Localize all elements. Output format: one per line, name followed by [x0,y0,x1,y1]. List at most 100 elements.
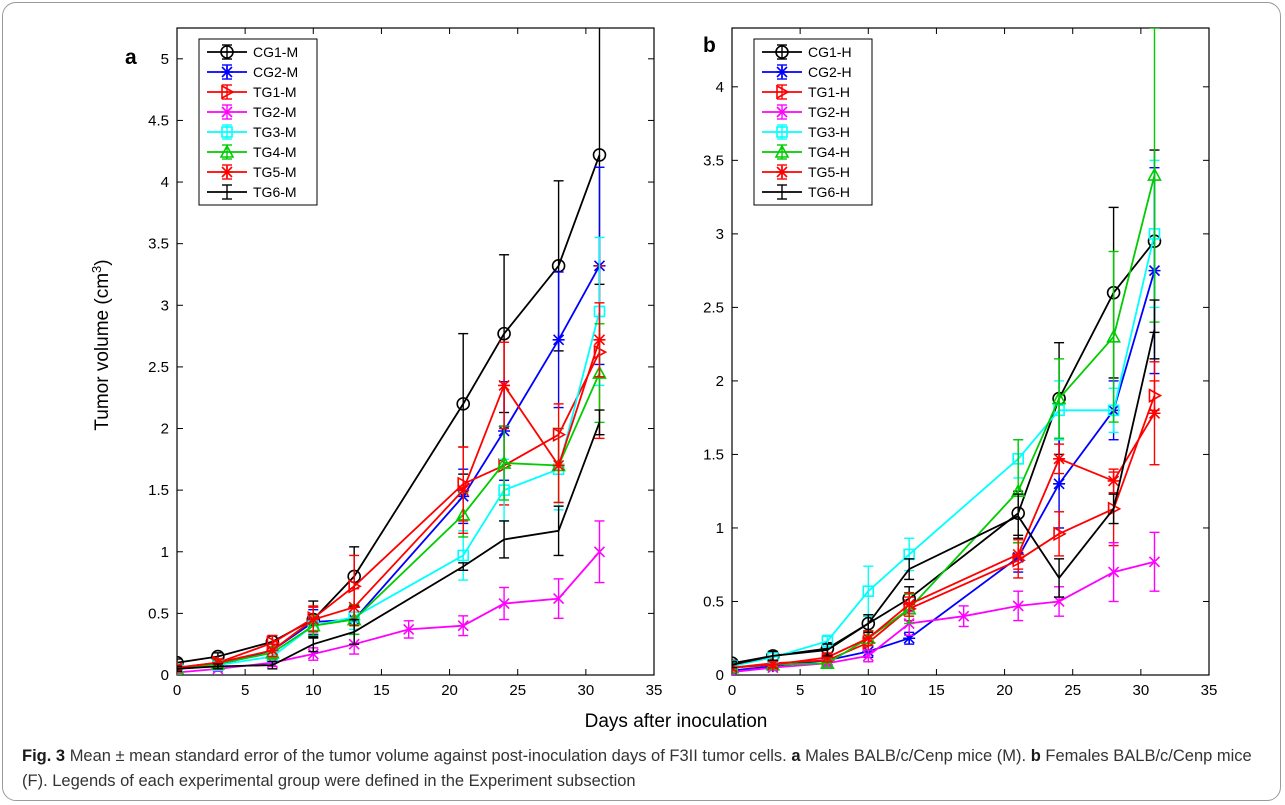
y-tick-label: 1 [161,544,169,561]
y-tick-label: 3.5 [703,152,724,169]
legend-marker [776,166,788,178]
legend-entry: TG3-H [762,124,850,140]
series-line [732,560,1155,673]
legend-marker [774,144,790,158]
series-TG5-H [732,361,1161,674]
legend-label: CG2-M [253,64,298,80]
data-point [553,593,565,605]
legend-marker [776,84,790,100]
x-tick-label: 35 [646,682,663,699]
data-point [1147,167,1162,181]
legend-label: TG3-M [253,124,297,140]
data-point [266,644,279,657]
legend-entry: CG1-M [207,44,298,60]
legend-entry: TG6-M [207,184,297,200]
legend-entry: TG1-H [762,84,850,100]
data-point [862,585,875,597]
series-TG6-M [177,409,605,673]
legend-marker [221,166,233,178]
x-tick-label: 25 [509,682,526,699]
data-point [1012,600,1024,612]
legend-label: TG2-H [808,104,850,120]
data-point [497,326,511,341]
legend-entry: TG1-M [207,84,297,100]
data-point [766,658,779,671]
y-tick-label: 0.5 [703,593,724,610]
y-tick-label: 3.5 [148,236,169,253]
panel-a-chart: 0 5 10 15 20 25 30 35 0 0.5 1 1.5 2 2.5 3 3.5 4 4.5 5 CG1-M… [125,27,663,699]
data-point [211,656,224,669]
x-tick-label: 10 [305,682,322,699]
y-tick-label: 1.5 [703,446,724,463]
data-point [496,455,512,469]
x-tick-label: 20 [441,682,458,699]
legend-marker [221,106,233,118]
legend-label: TG3-H [808,124,850,140]
data-point [592,365,607,379]
data-point [1108,566,1120,578]
legend-entry: CG2-H [762,64,852,80]
y-tick-label: 0.5 [148,605,169,622]
x-tick-label: 15 [373,682,390,699]
x-tick-label: 35 [1201,682,1218,699]
data-point [862,632,875,645]
caption-fig-label: Fig. 3 [22,747,66,765]
y-tick-label: 4 [716,79,724,96]
data-point [821,651,834,664]
data-point [1053,595,1065,608]
data-point [457,484,470,497]
legend-label: CG1-M [253,44,298,60]
legend-marker [221,126,233,138]
data-point [903,632,916,645]
legend-label: TG1-M [253,84,297,100]
data-point [1053,477,1066,490]
legend-label: TG6-H [808,184,850,200]
panel-b-chart: 0 5 10 15 20 25 30 35 0 0.5 1 1.5 2 2.5 3 3.5 4 CG1-H CG2-… [703,27,1218,699]
legend-entry: TG5-M [207,164,297,180]
legend-label: CG1-H [808,44,852,60]
series-TG6-H [732,299,1160,669]
data-point [1051,390,1067,405]
figure-caption: Fig. 3 Mean ± mean standard error of the… [22,744,1262,794]
legend-marker [776,66,788,78]
legend-label: TG6-M [253,184,297,200]
x-tick-label: 0 [728,682,736,699]
legend-marker [219,144,235,158]
data-point [348,601,361,614]
legend: CG1-M CG2-M TG1-M TG2-M TG3-M TG4-M TG5-M TG6-M [198,38,318,206]
data-point [593,546,606,558]
data-point [592,148,607,162]
series-layer [732,28,1163,675]
x-tick-label: 5 [796,682,804,699]
x-tick-label: 20 [996,682,1013,699]
legend: CG1-H CG2-H TG1-H TG2-H TG3-H TG4-H TG5-H TG6-H [753,38,873,206]
legend-marker [220,45,234,59]
data-point [593,333,606,346]
legend-marker [221,84,235,100]
data-point [1148,407,1161,420]
legend-entry: TG4-H [762,144,850,160]
data-point [498,379,511,392]
x-tick-label: 5 [241,682,249,699]
legend-entry: CG2-M [207,64,298,80]
x-tick-label: 0 [173,682,181,699]
caption-panel-b-letter: b [1030,747,1041,765]
caption-text-1: Mean ± mean standard error of the tumor … [69,747,787,765]
legend-label: TG5-M [253,164,297,180]
data-point [1107,474,1120,487]
caption-panel-a-letter: a [791,747,801,765]
data-point [552,333,565,346]
y-axis-label: Tumor volume (cm3) [89,259,113,430]
data-point [862,650,874,662]
data-point [498,597,510,610]
legend-entry: TG6-H [762,184,850,200]
y-tick-label: 5 [161,51,169,68]
panel-letter: b [703,34,716,57]
x-tick-label: 25 [1064,682,1081,699]
x-tick-label: 10 [860,682,877,699]
data-point [820,655,835,670]
data-point [307,648,319,660]
y-tick-label: 0 [716,667,724,684]
data-point [1053,452,1066,465]
